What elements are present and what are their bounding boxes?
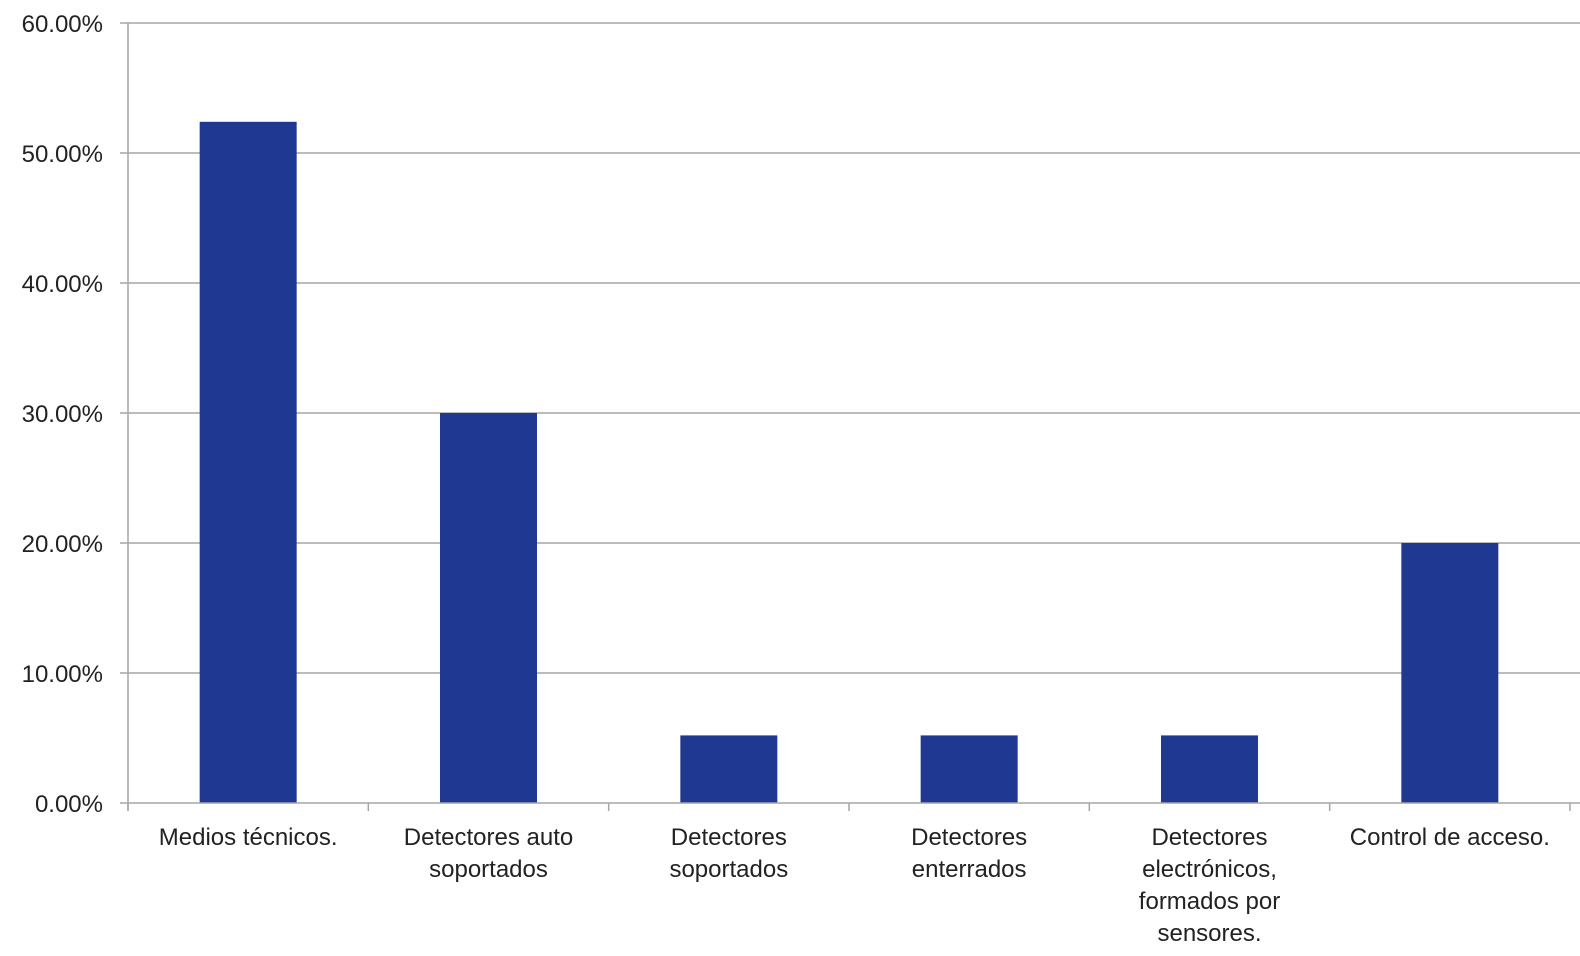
category-label: Detectores soportados: [669, 824, 788, 883]
y-tick-label: 0.00%: [35, 791, 103, 818]
y-tick-label: 50.00%: [22, 141, 103, 168]
bar: [920, 735, 1018, 803]
bars: [199, 121, 1499, 804]
axes: [120, 22, 1580, 811]
category-label-line: enterrados: [912, 856, 1027, 883]
y-tick-label: 30.00%: [22, 401, 103, 428]
category-label: Medios técnicos.: [159, 824, 338, 851]
y-tick-label: 40.00%: [22, 271, 103, 298]
y-tick-labels: 0.00% 10.00% 20.00% 30.00% 40.00% 50.00% 60.00…: [22, 11, 103, 818]
y-tick-label: 60.00%: [22, 11, 103, 38]
category-label-line: soportados: [429, 856, 548, 883]
bar: [680, 735, 778, 803]
category-label-line: Detectores: [671, 824, 787, 851]
category-label: Detectores enterrados: [911, 824, 1027, 883]
category-label-line: formados por: [1139, 888, 1280, 915]
category-label-line: Detectores: [911, 824, 1027, 851]
category-label-line: Detectores auto: [404, 824, 573, 851]
y-tick-label: 20.00%: [22, 531, 103, 558]
grid-lines: [128, 22, 1580, 674]
bar: [1161, 735, 1258, 803]
y-tick-label: 10.00%: [22, 661, 103, 688]
bar: [1401, 543, 1499, 803]
bar: [440, 413, 537, 803]
category-label: Control de acceso.: [1350, 824, 1550, 851]
category-label-line: Medios técnicos.: [159, 824, 338, 851]
category-label-line: soportados: [669, 856, 788, 883]
category-label-line: sensores.: [1157, 920, 1261, 947]
category-label-line: Control de acceso.: [1350, 824, 1550, 851]
category-label: Detectores electrónicos, formados por senso…: [1139, 824, 1280, 947]
bar: [199, 121, 297, 804]
category-labels: Medios técnicos. Detectores auto soportado…: [159, 824, 1550, 947]
category-label-line: electrónicos,: [1142, 856, 1277, 883]
category-label: Detectores auto soportados: [404, 824, 573, 883]
category-label-line: Detectores: [1151, 824, 1267, 851]
